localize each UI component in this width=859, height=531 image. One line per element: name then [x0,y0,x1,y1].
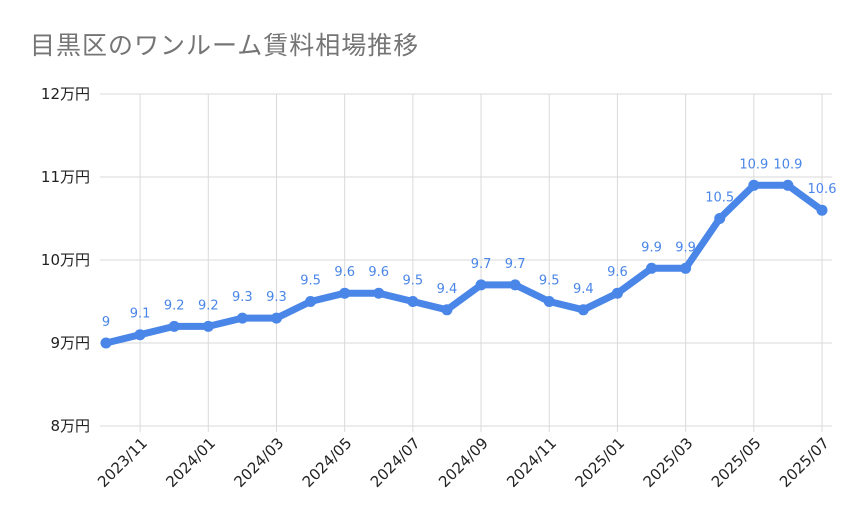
x-tick-label: 2025/01 [571,434,628,491]
data-label-layer: 9 9.1 9.2 9.2 9.3 9.3 9.5 9.6 9.6 9.5 9.4 9.7 9.7 9.5… [102,157,837,330]
data-label: 9.9 [641,240,662,255]
data-label: 10.9 [773,157,802,172]
data-label: 10.5 [705,191,734,206]
x-tick-label: 2025/07 [776,434,833,491]
x-tick-label: 2024/05 [299,434,356,491]
data-label: 10.6 [808,182,837,197]
data-point [270,312,282,324]
y-tick-label: 9万円 [50,334,90,352]
data-label: 9.5 [539,274,560,289]
x-tick-label: 2025/03 [640,434,697,491]
data-point [305,296,317,307]
x-tick-label: 2024/03 [231,434,288,491]
data-point [816,204,828,216]
x-tick-label: 2024/11 [503,434,560,491]
data-label: 9.5 [403,274,424,289]
data-label: 9.9 [675,240,696,255]
chart-title: 目黒区のワンルーム賃料相場推移 [30,31,420,60]
data-label: 9.7 [505,257,526,272]
x-tick-label: 2023/11 [94,434,151,491]
y-tick-label: 11万円 [41,168,90,186]
y-tick-label: 10万円 [41,251,90,269]
data-label: 9.1 [130,307,151,322]
data-label: 9.3 [232,290,253,305]
data-point [339,287,351,299]
y-tick-label: 12万円 [41,85,90,103]
data-label: 9.6 [334,265,355,280]
data-point [441,304,453,316]
data-point [475,279,487,291]
x-tick-label: 2024/09 [435,434,492,491]
data-point [134,329,146,341]
data-point [714,213,726,224]
data-point [680,262,692,274]
data-label: 9.7 [471,257,492,272]
data-point [611,287,623,299]
data-label: 10.9 [739,157,768,172]
data-point [543,296,555,307]
data-point [100,337,112,349]
data-point [407,296,419,307]
data-label: 9.6 [607,265,628,280]
data-point [168,320,180,332]
data-point [236,312,248,324]
data-point [373,287,385,299]
data-point [748,179,760,191]
data-label: 9.5 [300,274,321,289]
x-tick-label: 2024/01 [162,434,219,491]
x-tick-label: 2024/07 [367,434,424,491]
data-point [577,304,589,316]
data-label: 9.3 [266,290,287,305]
data-point [782,179,794,191]
x-tick-label: 2025/05 [708,434,765,491]
data-label: 9.2 [198,298,219,313]
data-point [202,320,214,332]
data-label: 9.2 [164,298,185,313]
grid-layer [100,93,832,432]
data-point [509,279,521,291]
data-label: 9.4 [437,282,458,297]
y-tick-label: 8万円 [50,417,90,435]
series-layer [100,179,828,349]
series-line [102,181,826,347]
data-label: 9 [102,315,110,330]
data-label: 9.4 [573,282,594,297]
data-label: 9.6 [368,265,389,280]
data-point [646,262,658,274]
